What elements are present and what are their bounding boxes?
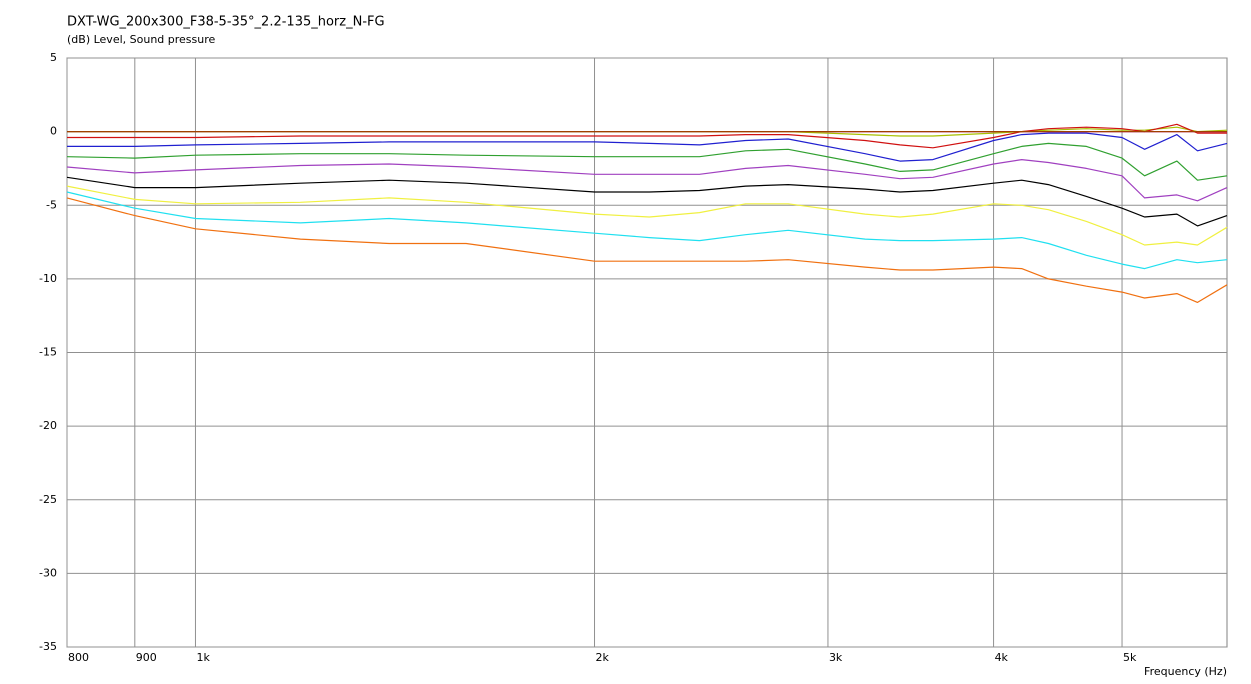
y-tick-label: -20: [39, 419, 57, 432]
x-tick-label: 1k: [196, 651, 210, 664]
y-tick-label: 0: [50, 125, 57, 138]
y-tick-label: -25: [39, 493, 57, 506]
x-tick-label: 5k: [1123, 651, 1137, 664]
series-line: [66, 142, 1228, 181]
series-line: [66, 159, 1228, 202]
x-tick-label: 800: [68, 651, 89, 664]
series-line: [66, 185, 1228, 246]
series-line: [67, 132, 1228, 162]
series-line: [66, 191, 1228, 270]
x-axis-label: Frequency (Hz): [1144, 665, 1227, 678]
series-line: [67, 123, 1227, 149]
y-tick-label: -5: [46, 198, 57, 211]
x-tick-label: 900: [136, 651, 157, 664]
y-tick-label: 5: [50, 51, 57, 64]
y-tick-label: -35: [39, 640, 57, 653]
series-line: [66, 176, 1228, 227]
y-tick-label: -15: [39, 346, 57, 359]
x-tick-label: 4k: [995, 651, 1009, 664]
series-line: [66, 197, 1228, 303]
y-axis-label: (dB) Level, Sound pressure: [67, 33, 216, 46]
y-tick-label: -10: [39, 272, 57, 285]
x-tick-label: 2k: [596, 651, 610, 664]
chart-title: DXT-WG_200x300_F38-5-35°_2.2-135_horz_N-…: [67, 15, 385, 30]
x-tick-label: 3k: [829, 651, 843, 664]
y-tick-label: -30: [39, 566, 57, 579]
